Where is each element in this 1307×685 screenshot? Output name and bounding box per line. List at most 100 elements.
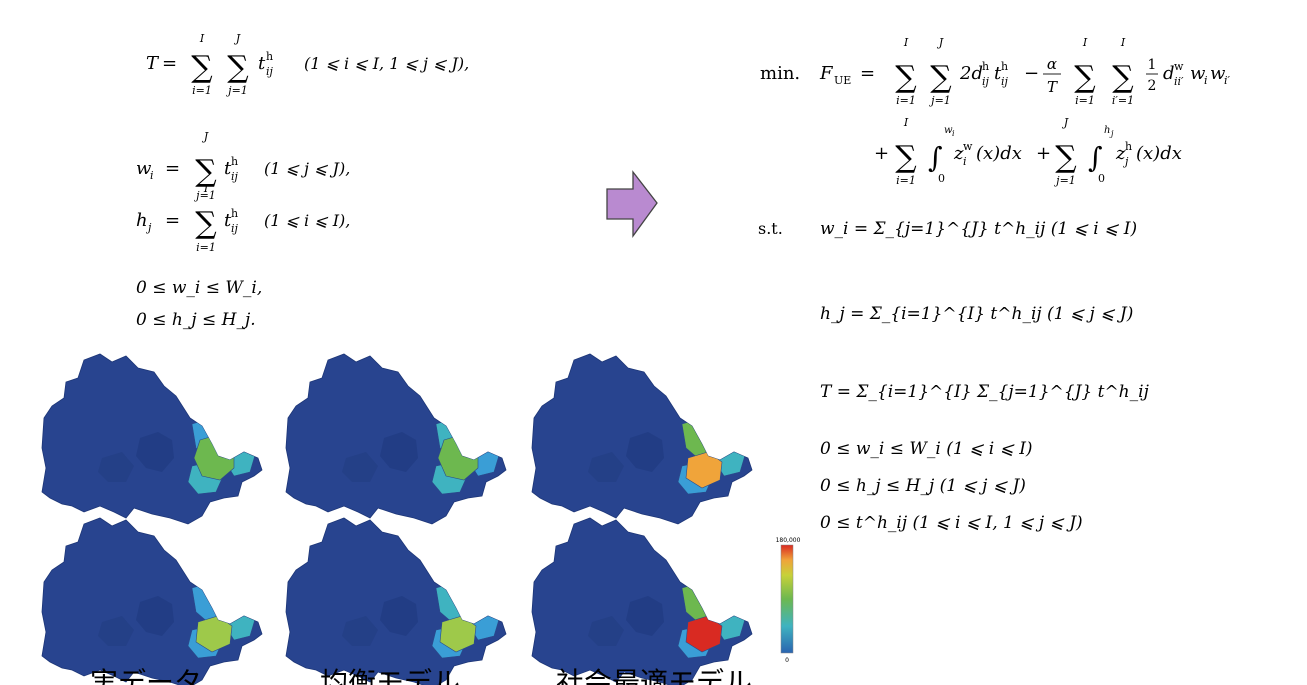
eq1-sum1-top: I [199, 32, 205, 45]
eq1-term-sup: h [266, 50, 273, 63]
svg-text:h: h [982, 60, 989, 73]
constraint-nonneg: 0 ≤ t^h_ij (1 ⩽ i ⩽ I, 1 ⩽ j ⩽ J) [820, 513, 1083, 533]
sigma-icon: ∑ [191, 50, 213, 85]
svg-text:j: j [1109, 129, 1114, 138]
eq1-lhs: T [146, 53, 160, 74]
eq2-lhs: w [136, 158, 152, 179]
eq2-lhs-sub: i [150, 169, 154, 182]
svg-text:h: h [1104, 125, 1110, 136]
left-equations: T = I ∑ i=1 J ∑ j=1 t h ij (1 ⩽ i ⩽ I, 1… [136, 32, 469, 330]
eq2-sum-top: J [202, 130, 209, 143]
svg-text:2: 2 [1148, 78, 1157, 94]
eq1-sum1-bot: i=1 [192, 84, 212, 97]
colorbar-gradient [780, 544, 794, 654]
eq2-condition: (1 ⩽ j ⩽ J), [264, 159, 350, 178]
svg-text:i: i [963, 155, 967, 168]
label-actual-data: 実データ [90, 666, 202, 685]
svg-text:w: w [944, 125, 953, 136]
svg-text:j=1: j=1 [1053, 174, 1076, 187]
eq1-sum2-bot: j=1 [225, 84, 248, 97]
equation-households: h j = I ∑ i=1 t h ij (1 ⩽ i ⩽ I), [136, 182, 350, 254]
svg-text:z: z [1115, 143, 1126, 164]
choropleth-map-6 [531, 517, 753, 685]
choropleth-map-3 [531, 353, 753, 525]
choropleth-map-1 [41, 353, 263, 525]
eq3-condition: (1 ⩽ i ⩽ I), [264, 211, 350, 230]
sigma-icon: ∑ [227, 50, 249, 85]
colorbar: 180,000 0 [776, 537, 801, 664]
min-label: min. [760, 63, 800, 84]
svg-text:+: + [1036, 143, 1051, 164]
svg-text:=: = [165, 158, 180, 179]
choropleth-map-4 [41, 517, 263, 685]
objective-integral-terms: + I ∑ i=1 ∫ w i 0 z w i (x)dx + J ∑ j=1 … [874, 116, 1182, 187]
svg-text:J: J [1062, 116, 1069, 129]
sigma-icon: ∑ [930, 60, 952, 95]
svg-text:ii′: ii′ [1174, 75, 1184, 88]
svg-text:i=1: i=1 [896, 174, 916, 187]
eq2-term-sup: h [231, 155, 238, 168]
svg-text:I: I [1082, 36, 1088, 49]
svg-text:+: + [874, 143, 889, 164]
constraint-households: h_j = Σ_{i=1}^{I} t^h_ij (1 ⩽ j ⩽ J) [820, 304, 1133, 324]
svg-text:i=1: i=1 [1075, 94, 1095, 107]
label-social-optimum-model: 社会最適モデル [556, 666, 752, 685]
objective-function: min. F UE = I ∑ i=1 J ∑ j=1 2d h ij t h … [760, 36, 1231, 107]
sigma-icon: ∑ [1055, 140, 1077, 175]
sigma-icon: ∑ [195, 154, 217, 189]
constraint-workers: w_i = Σ_{j=1}^{J} t^h_ij (1 ⩽ i ⩽ I) [820, 219, 1137, 239]
integral-icon: ∫ [928, 141, 943, 174]
label-equilibrium-model: 均衡モデル [320, 666, 460, 685]
svg-text:i′: i′ [1224, 74, 1231, 87]
svg-text:ij: ij [982, 75, 990, 88]
alpha-symbol: α [1047, 55, 1057, 73]
objective-lhs: F [819, 63, 834, 84]
eq3-term-sub: ij [231, 222, 239, 235]
svg-text:0: 0 [1098, 172, 1105, 185]
svg-text:T: T [1047, 78, 1058, 96]
svg-text:ij: ij [1001, 75, 1009, 88]
svg-text:=: = [162, 53, 177, 74]
svg-text:J: J [937, 36, 944, 49]
sigma-icon: ∑ [895, 60, 917, 95]
svg-text:(x)dx: (x)dx [976, 143, 1022, 164]
svg-text:w: w [1210, 63, 1226, 84]
right-arrow-icon [606, 170, 658, 238]
svg-text:1: 1 [1148, 57, 1157, 73]
constraint-total: T = Σ_{i=1}^{I} Σ_{j=1}^{J} t^h_ij [820, 382, 1150, 402]
eq1-sum2-top: J [234, 32, 241, 45]
maps-grid [41, 353, 753, 685]
svg-text:2d: 2d [959, 63, 983, 84]
eq2-term: t [224, 158, 232, 179]
svg-text:I: I [903, 36, 909, 49]
svg-text:h: h [1125, 140, 1132, 153]
svg-text:w: w [1174, 60, 1184, 73]
eq3-sum-top: I [203, 182, 209, 195]
svg-text:d: d [1163, 63, 1175, 84]
sigma-icon: ∑ [195, 206, 217, 241]
svg-text:i: i [952, 129, 955, 138]
svg-text:z: z [953, 143, 964, 164]
colorbar-max-label: 180,000 [776, 537, 801, 544]
svg-text:I: I [903, 116, 909, 129]
ineq-households: 0 ≤ h_j ≤ H_j. [136, 310, 256, 330]
svg-text:(x)dx: (x)dx [1136, 143, 1182, 164]
sigma-icon: ∑ [895, 140, 917, 175]
map-labels: 実データ 均衡モデル 社会最適モデル [90, 666, 752, 685]
svg-text:−: − [1024, 63, 1039, 84]
eq3-term-sup: h [231, 207, 238, 220]
constraint-workers-bound: 0 ≤ w_i ≤ W_i (1 ⩽ i ⩽ I) [820, 439, 1033, 459]
svg-text:i=1: i=1 [896, 94, 916, 107]
sigma-icon: ∑ [1074, 60, 1096, 95]
svg-text:h: h [1001, 60, 1008, 73]
right-equations: min. F UE = I ∑ i=1 J ∑ j=1 2d h ij t h … [758, 36, 1231, 533]
sigma-icon: ∑ [1112, 60, 1134, 95]
svg-text:w: w [1190, 63, 1206, 84]
eq1-term-sub: ij [266, 65, 274, 78]
svg-text:=: = [165, 210, 180, 231]
svg-text:w: w [963, 140, 973, 153]
svg-text:i: i [1204, 74, 1208, 87]
eq3-lhs-sub: j [145, 221, 152, 234]
